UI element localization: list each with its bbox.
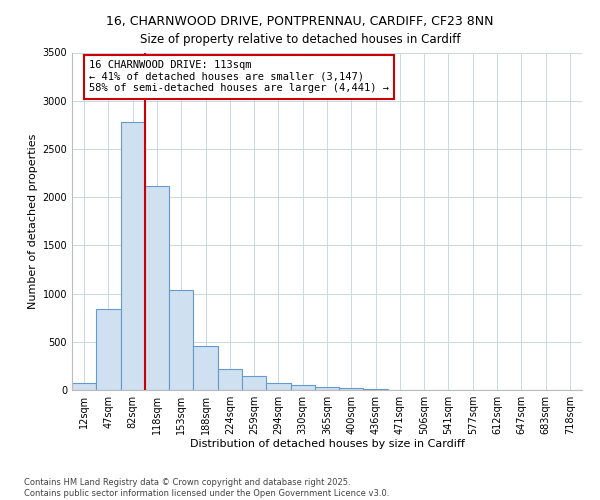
Bar: [315, 387, 339, 390]
Bar: [145, 186, 169, 390]
Bar: [218, 370, 242, 390]
Text: Contains HM Land Registry data © Crown copyright and database right 2025.
Contai: Contains HM Land Registry data © Crown c…: [24, 478, 389, 498]
Text: Size of property relative to detached houses in Cardiff: Size of property relative to detached ho…: [140, 32, 460, 46]
Text: 16, CHARNWOOD DRIVE, PONTPRENNAU, CARDIFF, CF23 8NN: 16, CHARNWOOD DRIVE, PONTPRENNAU, CARDIF…: [106, 15, 494, 28]
Bar: [96, 309, 121, 390]
Bar: [193, 346, 218, 390]
X-axis label: Distribution of detached houses by size in Cardiff: Distribution of detached houses by size …: [190, 438, 464, 448]
Bar: [72, 383, 96, 390]
Bar: [364, 389, 388, 390]
Bar: [266, 383, 290, 390]
Bar: [121, 122, 145, 390]
Text: 16 CHARNWOOD DRIVE: 113sqm
← 41% of detached houses are smaller (3,147)
58% of s: 16 CHARNWOOD DRIVE: 113sqm ← 41% of deta…: [89, 60, 389, 94]
Y-axis label: Number of detached properties: Number of detached properties: [28, 134, 38, 309]
Bar: [242, 376, 266, 390]
Bar: [169, 290, 193, 390]
Bar: [339, 388, 364, 390]
Bar: [290, 385, 315, 390]
